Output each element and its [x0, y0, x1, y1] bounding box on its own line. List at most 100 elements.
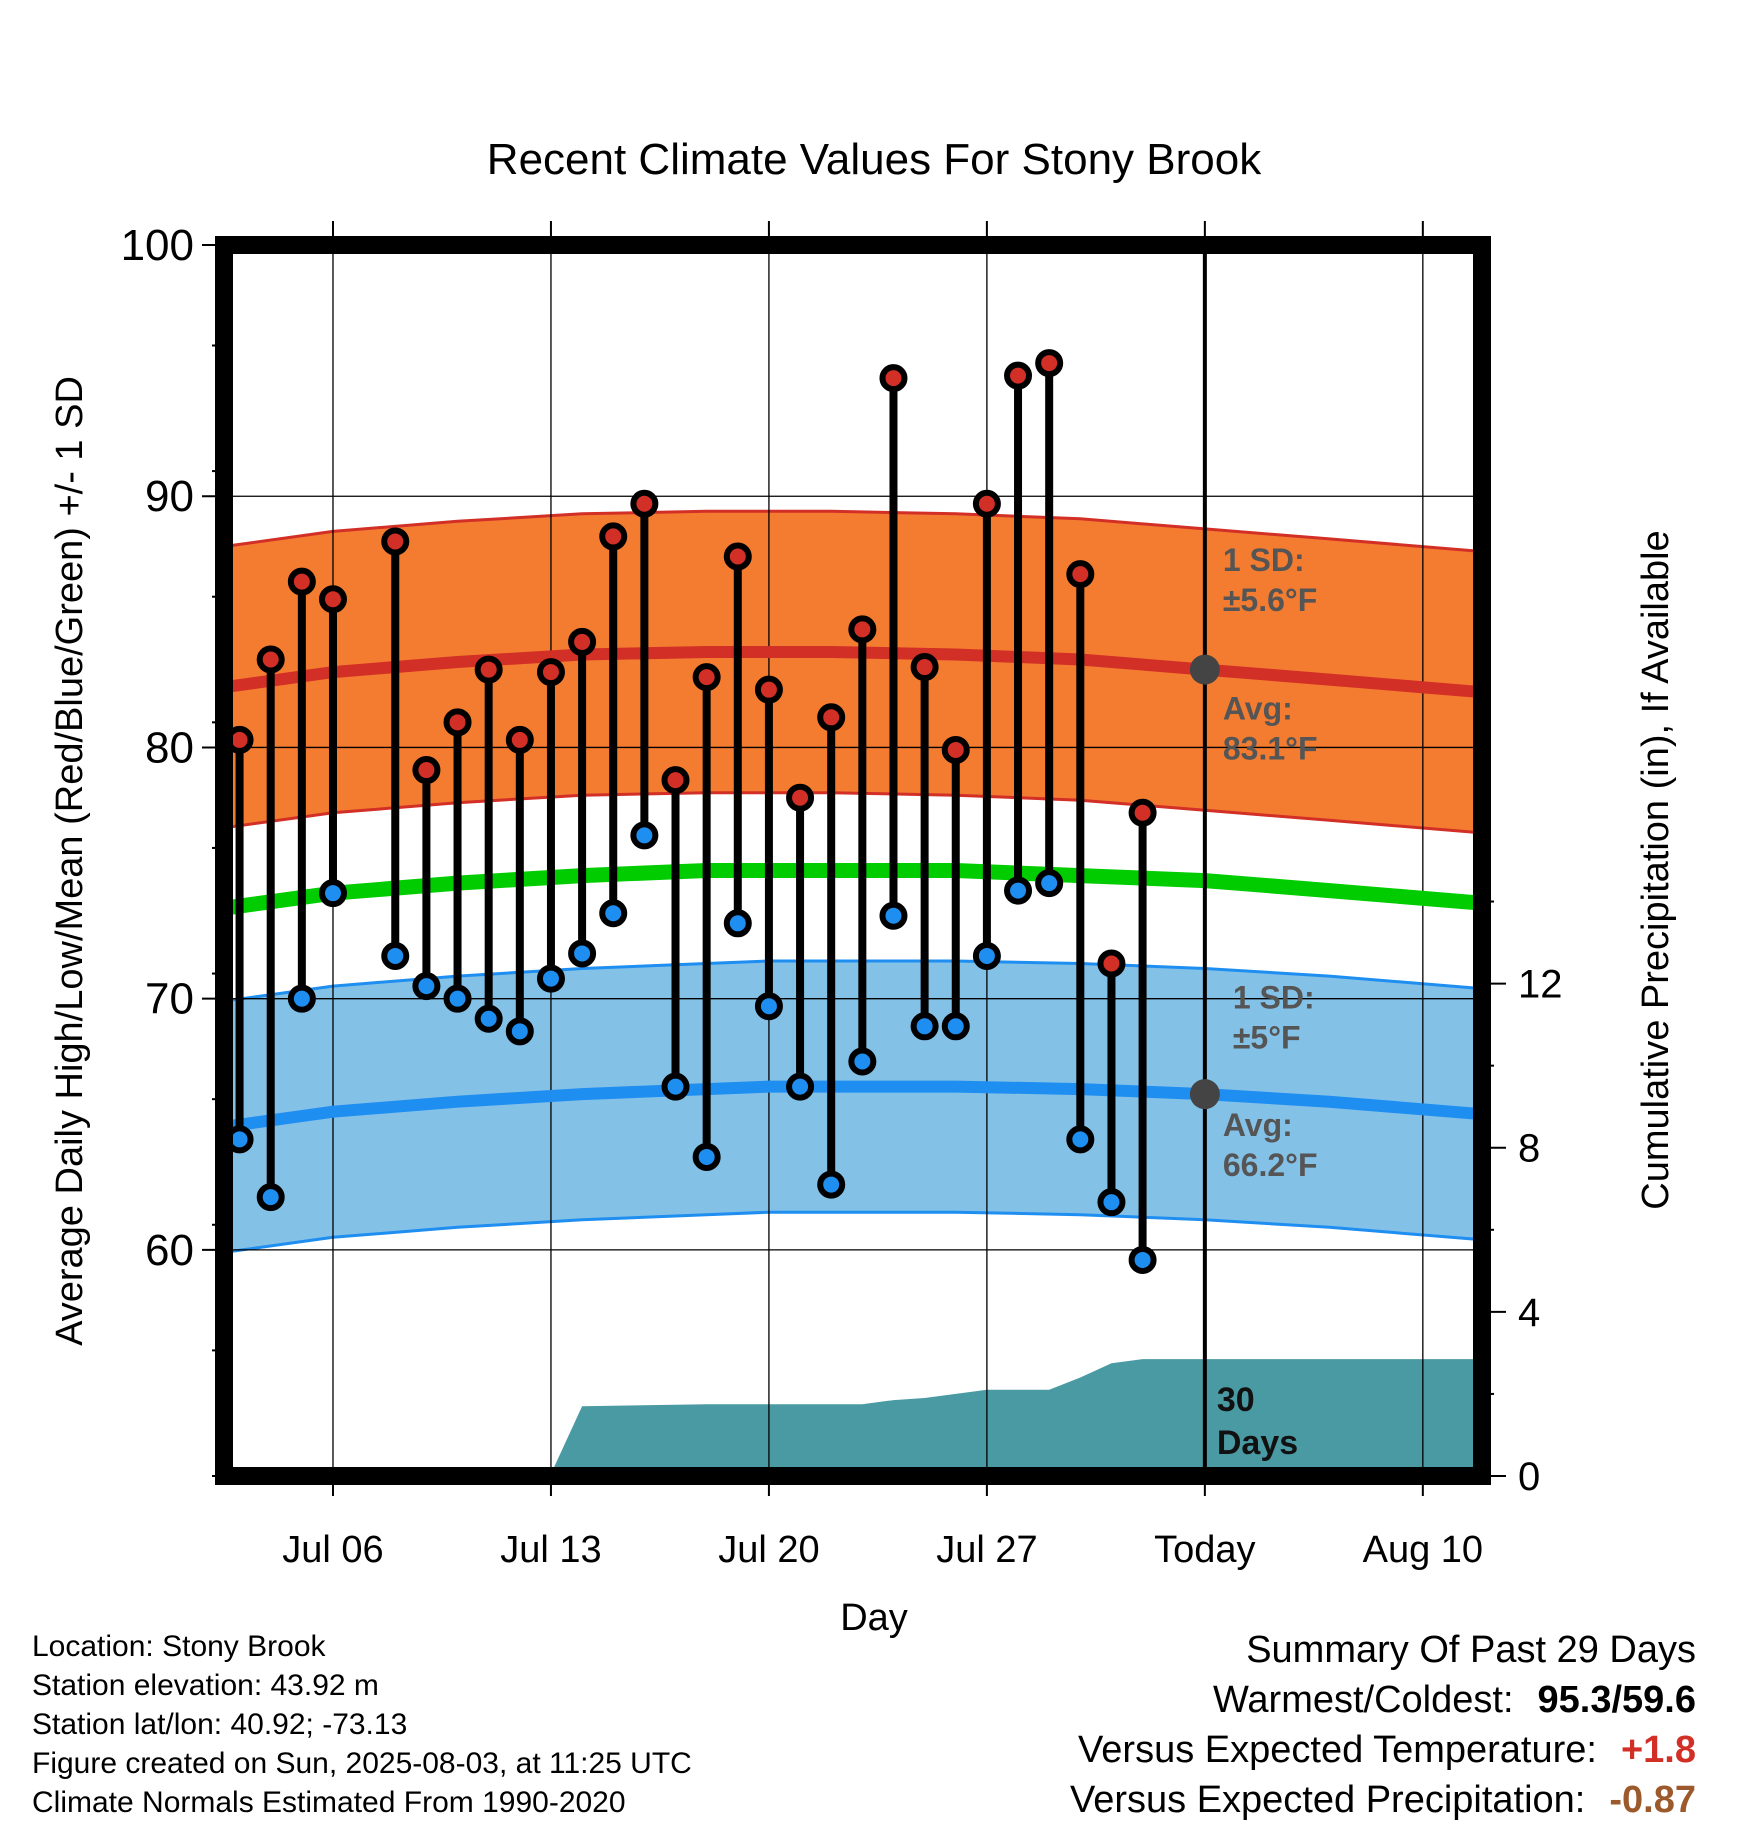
y2-tick-label: 4 — [1518, 1291, 1540, 1335]
obs-low-point — [661, 1072, 690, 1101]
obs-low-point — [1004, 876, 1033, 905]
obs-low-point — [1097, 1188, 1126, 1217]
obs-low-point — [381, 941, 410, 970]
x-tick-label: Aug 10 — [1363, 1529, 1483, 1571]
x-tick-label: Jul 06 — [282, 1529, 383, 1571]
high-sd-band — [224, 511, 1482, 833]
normal-mean-line — [222, 863, 1483, 916]
low-avg-value: 66.2°F — [1223, 1147, 1318, 1183]
x-axis-label: Day — [840, 1597, 908, 1639]
precip-value: -0.87 — [1609, 1779, 1696, 1821]
created-text: Figure created on Sun, 2025-08-03, at 11… — [32, 1747, 692, 1780]
latlon-text: Station lat/lon: 40.92; -73.13 — [32, 1708, 408, 1741]
obs-high-point — [848, 615, 877, 644]
low-sd-value: ±5°F — [1233, 1020, 1301, 1056]
plot-area: 1 SD: ±5.6°F Avg: 83.1°F 1 SD: ±5°F Avg: 66.2°F… — [121, 221, 1563, 1571]
y-tick-label: 90 — [145, 472, 194, 521]
obs-low-point — [972, 941, 1001, 970]
obs-low-point — [1128, 1245, 1157, 1274]
y2-tick-label: 12 — [1518, 963, 1563, 1007]
obs-low-point — [786, 1072, 815, 1101]
obs-low-point — [941, 1012, 970, 1041]
obs-high-point — [599, 522, 628, 551]
temp-value: +1.8 — [1620, 1729, 1696, 1771]
temp-label: Versus Expected Temperature: — [1078, 1729, 1597, 1771]
low-avg-label: Avg: — [1223, 1107, 1293, 1143]
obs-low-point — [817, 1170, 846, 1199]
summary-temp: Versus Expected Temperature: +1.8 — [1070, 1725, 1696, 1775]
high-avg-label: Avg: — [1223, 691, 1293, 727]
normal-high-line — [223, 646, 1483, 699]
obs-high-point — [786, 783, 815, 812]
obs-high-point — [318, 585, 347, 614]
obs-low-point — [692, 1142, 721, 1171]
obs-high-point — [910, 653, 939, 682]
obs-low-point — [568, 939, 597, 968]
obs-high-point — [381, 527, 410, 556]
obs-high-point — [723, 542, 752, 571]
obs-low-point — [1035, 869, 1064, 898]
obs-low-point — [505, 1017, 534, 1046]
obs-high-point — [412, 756, 441, 785]
obs-low-point — [536, 964, 565, 993]
x-tick-label: Jul 27 — [936, 1529, 1037, 1571]
obs-low-point — [474, 1004, 503, 1033]
summary-title: Summary Of Past 29 Days — [1246, 1629, 1696, 1671]
obs-high-point — [287, 567, 316, 596]
y2-axis-label: Cumulative Precipitation (in), If Availa… — [1635, 530, 1677, 1209]
plot-frame — [215, 236, 1491, 1485]
obs-low-point — [910, 1012, 939, 1041]
x-tick-label: Jul 20 — [718, 1529, 819, 1571]
obs-low-point — [287, 984, 316, 1013]
obs-low-point — [630, 821, 659, 850]
obs-high-point — [474, 655, 503, 684]
obs-low-point — [443, 984, 472, 1013]
obs-low-point — [848, 1047, 877, 1076]
days-label-text: Days — [1217, 1424, 1298, 1462]
summary-precip: Versus Expected Precipitation: -0.87 — [1070, 1775, 1696, 1825]
obs-high-point — [972, 489, 1001, 518]
obs-high-point — [692, 663, 721, 692]
obs-high-point — [443, 708, 472, 737]
low-sd-label: 1 SD: — [1233, 980, 1315, 1016]
obs-low-point — [256, 1183, 285, 1212]
obs-high-point — [817, 703, 846, 732]
obs-high-point — [1097, 949, 1126, 978]
summary-panel: Summary Of Past 29 Days Warmest/Coldest:… — [1070, 1625, 1696, 1825]
obs-high-point — [1004, 361, 1033, 390]
high-sd-value: ±5.6°F — [1223, 582, 1317, 618]
x-tick-label: Jul 13 — [500, 1529, 601, 1571]
y2-tick-label: 8 — [1518, 1127, 1540, 1171]
obs-low-point — [1066, 1125, 1095, 1154]
location-text: Location: Stony Brook — [32, 1630, 326, 1663]
obs-high-point — [754, 675, 783, 704]
obs-high-point — [879, 364, 908, 393]
y-tick-label: 100 — [121, 221, 194, 270]
obs-low-point — [318, 879, 347, 908]
obs-high-point — [941, 735, 970, 764]
precip-area — [224, 1359, 1482, 1476]
today-low-normal-marker — [1189, 1079, 1220, 1110]
obs-low-point — [754, 992, 783, 1021]
obs-high-point — [568, 627, 597, 656]
y2-tick-label: 0 — [1518, 1455, 1540, 1499]
x-tick-label: Today — [1154, 1529, 1255, 1571]
y-tick-label: 80 — [145, 723, 194, 772]
obs-low-point — [412, 972, 441, 1001]
station-info: Location: Stony Brook Station elevation:… — [32, 1627, 692, 1822]
y-tick-label: 70 — [145, 975, 194, 1024]
warm-cold-label: Warmest/Coldest: — [1212, 1679, 1514, 1721]
low-sd-band — [224, 961, 1482, 1253]
days-label-number: 30 — [1217, 1381, 1255, 1419]
obs-high-point — [536, 658, 565, 687]
today-high-normal-marker — [1189, 654, 1220, 685]
obs-high-point — [256, 645, 285, 674]
elevation-text: Station elevation: 43.92 m — [32, 1669, 379, 1702]
obs-high-point — [1128, 798, 1157, 827]
high-sd-upper-edge — [223, 509, 1483, 553]
chart-title: Recent Climate Values For Stony Brook — [487, 135, 1262, 184]
warm-cold-value: 95.3/59.6 — [1537, 1679, 1696, 1721]
normals-text: Climate Normals Estimated From 1990-2020 — [32, 1786, 626, 1819]
y-tick-label: 60 — [145, 1226, 194, 1275]
